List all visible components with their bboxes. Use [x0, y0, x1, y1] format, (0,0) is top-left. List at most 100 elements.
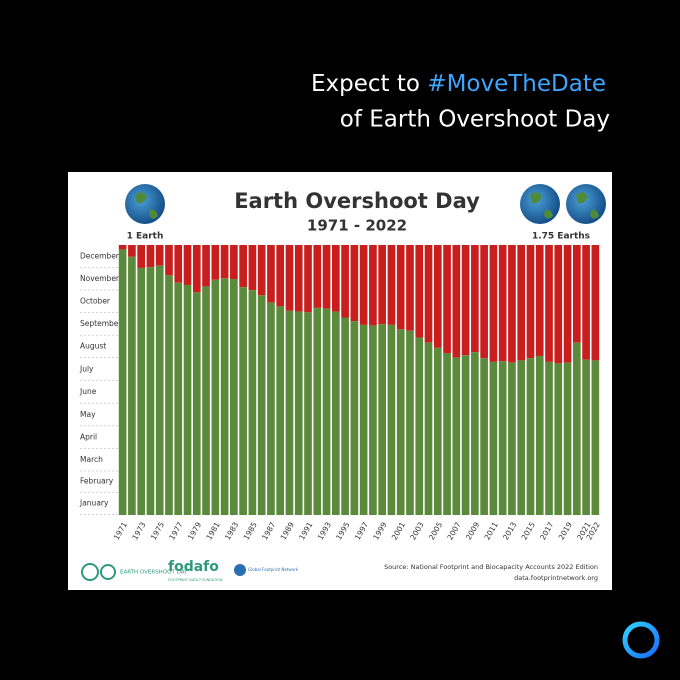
overshoot-segment [452, 245, 461, 358]
overshoot-segment [294, 245, 303, 312]
y-tick-label: January [79, 499, 109, 508]
overshoot-segment [267, 245, 275, 303]
chart-title: Earth Overshoot Day [234, 189, 480, 213]
bar [480, 358, 488, 515]
bar [517, 360, 526, 515]
overshoot-segment [230, 245, 238, 280]
overshoot-segment [517, 245, 526, 361]
overshoot-segment [322, 245, 331, 309]
logo-text: Global Footprint Network [248, 567, 299, 572]
bar [294, 311, 303, 515]
bar [304, 312, 312, 515]
globe-icon [125, 184, 165, 224]
overshoot-segment [572, 245, 581, 343]
overshoot-segment [341, 245, 349, 318]
globe-icon [520, 184, 560, 224]
bar [554, 363, 563, 515]
overshoot-segment [220, 245, 229, 279]
overshoot-segment [211, 245, 220, 280]
bar [378, 324, 387, 515]
y-tick-label: December [80, 251, 120, 260]
bar [369, 325, 377, 515]
overshoot-segment [304, 245, 312, 313]
bar [192, 292, 201, 515]
overshoot-segment [480, 245, 488, 359]
bar [424, 342, 433, 515]
overshoot-segment [257, 245, 266, 296]
overshoot-segment [489, 245, 498, 362]
bar [582, 359, 590, 515]
overshoot-segment [369, 245, 377, 326]
overshoot-segment [202, 245, 210, 287]
bar [535, 355, 544, 515]
source: Source: National Footprint and Biocapaci… [384, 563, 598, 571]
bar [267, 302, 275, 515]
bar [489, 361, 498, 515]
y-tick-label: October [80, 297, 111, 306]
overshoot-segment [174, 245, 183, 283]
bar [508, 362, 516, 515]
bar [202, 286, 210, 515]
bar [396, 329, 405, 515]
logo-icon [81, 563, 99, 581]
bar [128, 256, 136, 515]
bar [322, 308, 331, 515]
left-label: 1 Earth [127, 232, 164, 242]
overshoot-segment [276, 245, 285, 307]
bar [220, 278, 229, 515]
bar [118, 249, 127, 515]
overshoot-segment [433, 245, 442, 348]
logo-subtext: FOOTPRINT DATA FOUNDATION [168, 578, 223, 582]
bar [526, 358, 535, 515]
bar [572, 342, 581, 515]
overshoot-segment [183, 245, 192, 285]
bar [331, 311, 340, 515]
globe-land [576, 192, 599, 219]
bar [415, 337, 424, 515]
overshoot-segment [285, 245, 294, 311]
y-tick-label: July [79, 365, 94, 374]
logo-icon [100, 564, 116, 580]
right-label: 1.75 Earths [532, 232, 590, 242]
y-tick-label: February [80, 477, 114, 486]
bar [183, 284, 192, 515]
overshoot-segment [535, 245, 544, 356]
logo-icon [234, 564, 246, 576]
bar [545, 361, 553, 515]
overshoot-segment [165, 245, 173, 276]
bar [471, 352, 479, 515]
overshoot-segment [378, 245, 387, 325]
overshoot-segment [350, 245, 359, 322]
bar [359, 324, 368, 515]
overshoot-segment [331, 245, 340, 312]
bar [498, 361, 507, 515]
bar [285, 310, 294, 515]
y-tick-label: September [80, 319, 122, 328]
overshoot-segment [146, 245, 155, 268]
bar [239, 287, 247, 515]
source-url: data.footprintnetwork.org [514, 574, 598, 582]
overshoot-segment [155, 245, 164, 266]
overshoot-segment [591, 245, 600, 361]
overshoot-segment [192, 245, 201, 293]
bar [563, 362, 572, 515]
headline: Expect to #MoveTheDate [311, 71, 606, 97]
headline-end: of Earth Overshoot Day [340, 107, 610, 133]
bar [174, 282, 183, 515]
bar [211, 279, 220, 515]
overshoot-segment [396, 245, 405, 330]
overshoot-segment [526, 245, 535, 359]
overshoot-segment [387, 245, 396, 325]
overshoot-segment [406, 245, 414, 331]
globe-land [530, 192, 553, 219]
bar [591, 360, 600, 515]
globe-land [135, 192, 158, 219]
overshoot-segment [239, 245, 247, 288]
y-tick-label: March [80, 455, 103, 464]
bar [461, 355, 470, 515]
bar [433, 347, 442, 515]
bar [350, 321, 359, 515]
overshoot-segment [554, 245, 563, 364]
bar [248, 290, 257, 515]
